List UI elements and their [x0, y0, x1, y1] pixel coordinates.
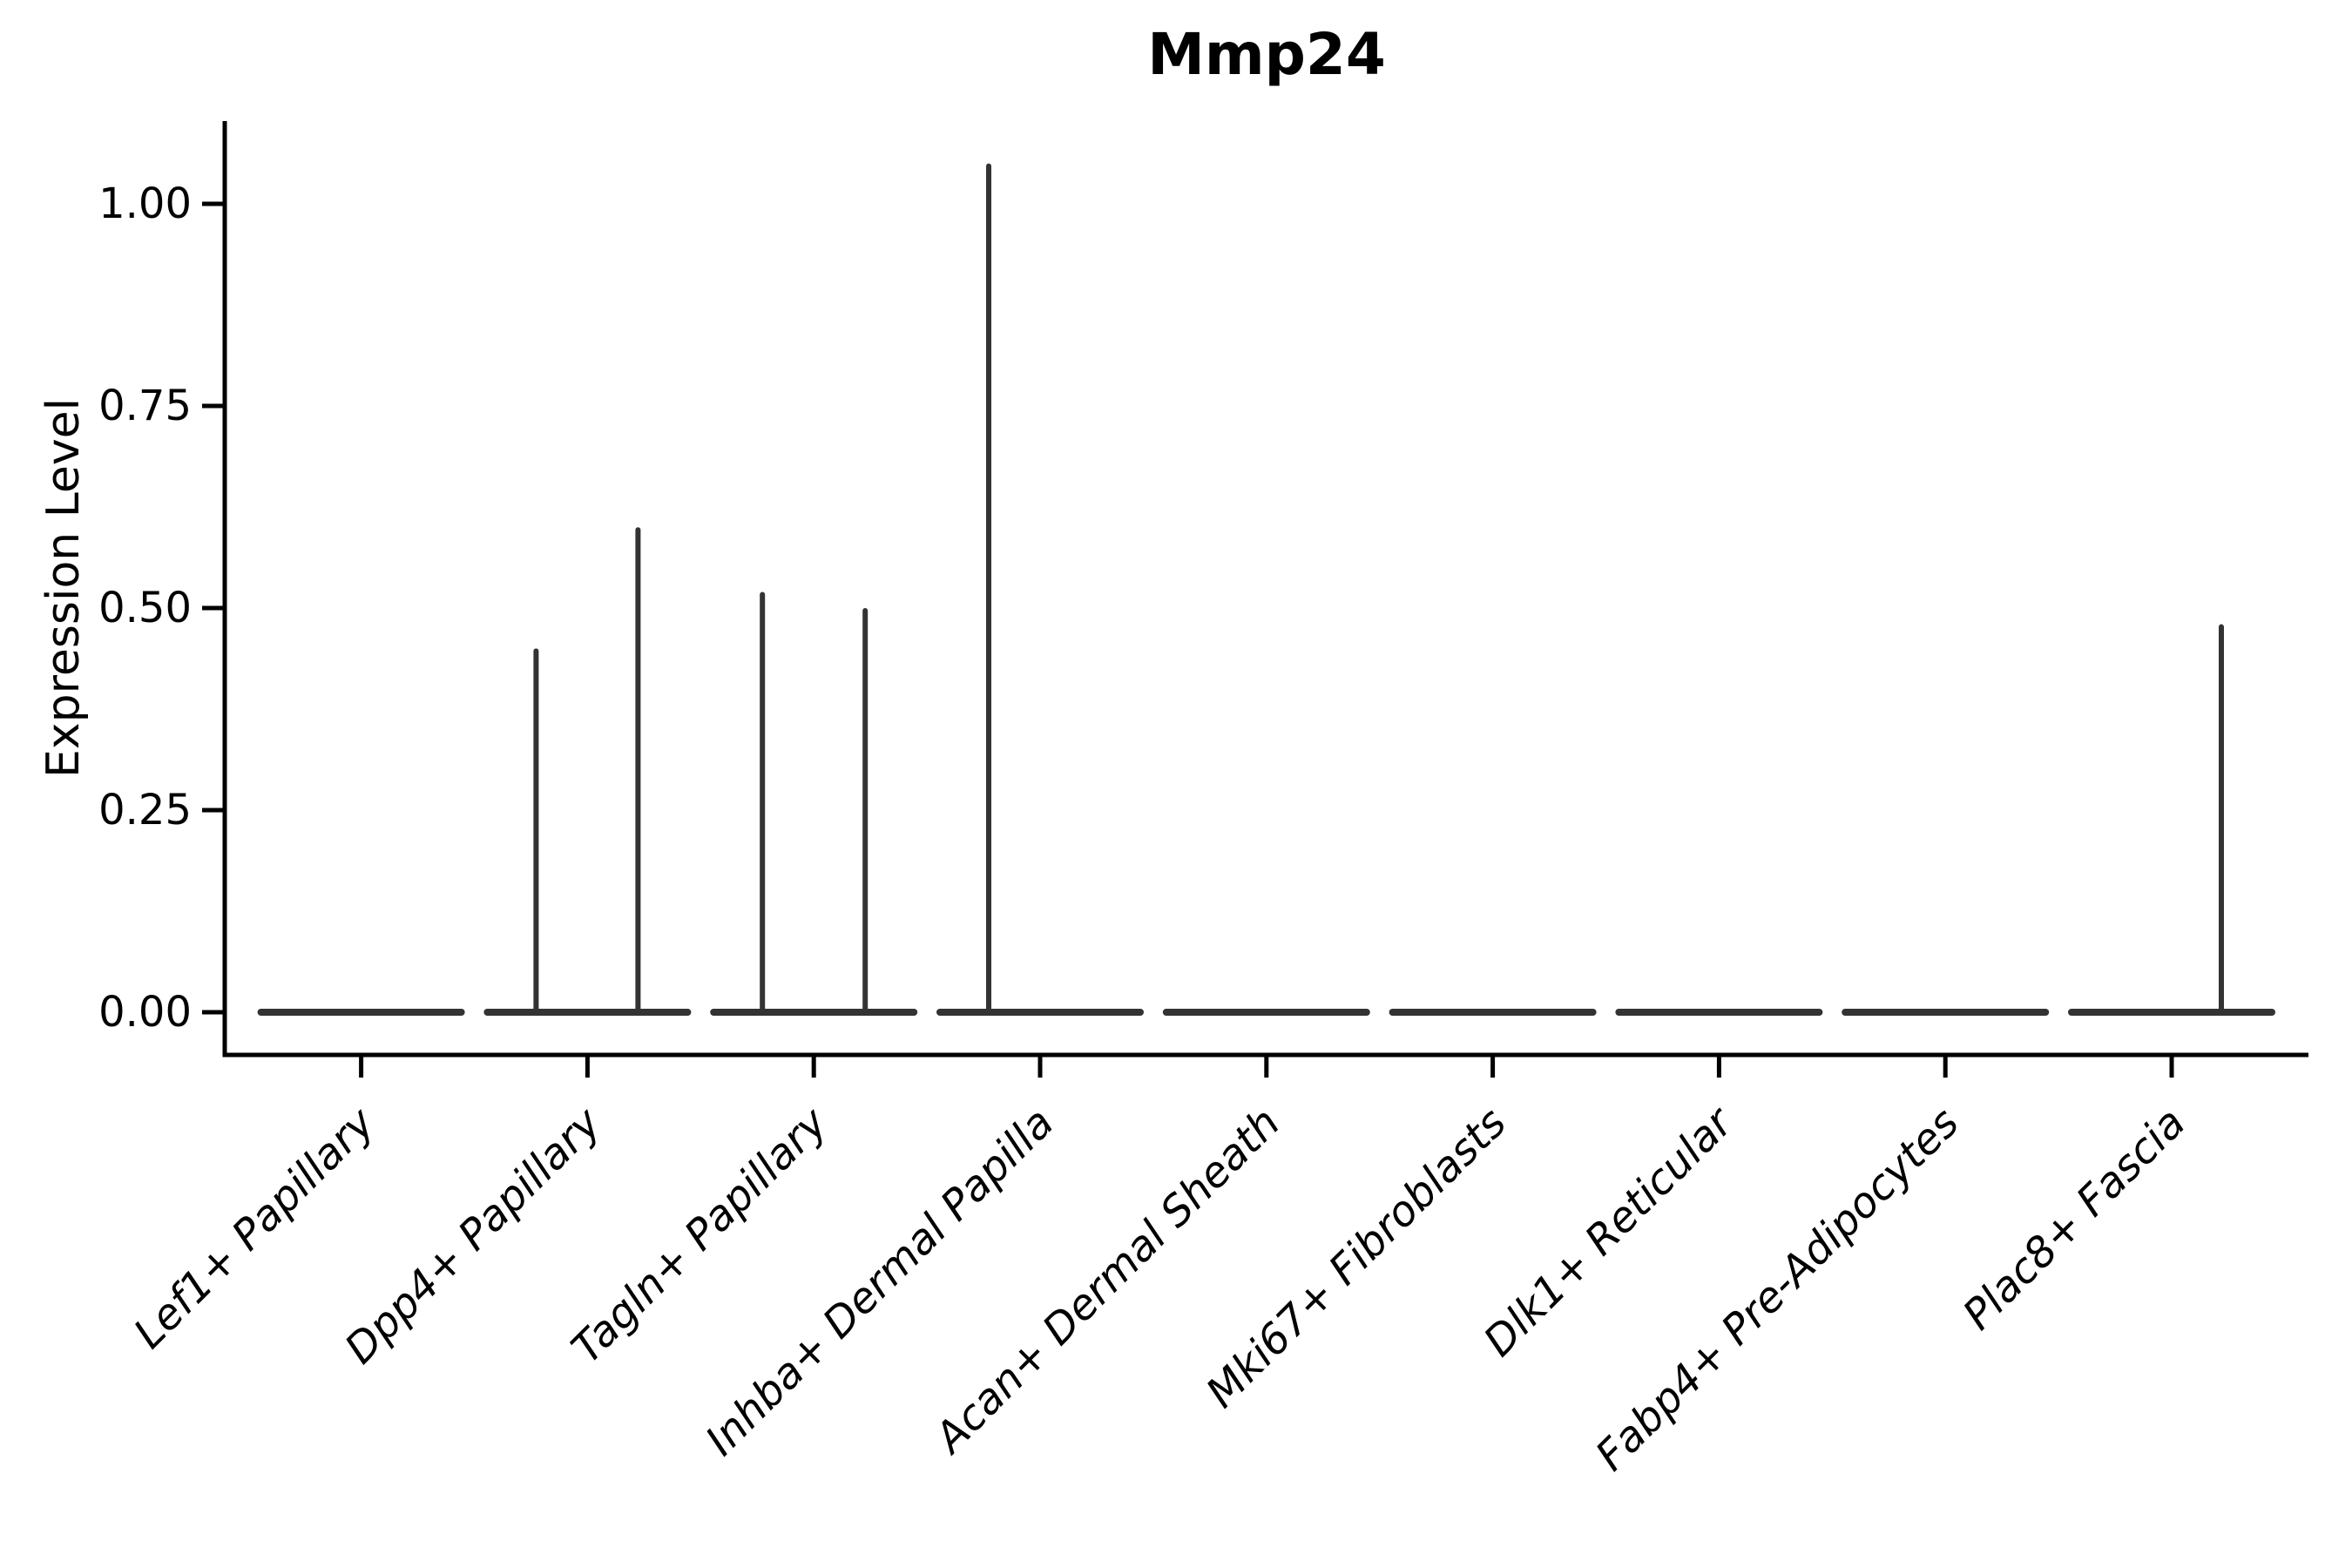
violin-body	[1162, 1009, 1370, 1016]
violin-spike	[2219, 624, 2224, 1015]
y-tick-label: 0.50	[98, 584, 192, 632]
violin-body	[2068, 1009, 2275, 1016]
y-tick-label: 0.00	[98, 988, 192, 1037]
violin-spike	[635, 527, 641, 1015]
violin-spike	[986, 163, 991, 1016]
x-tick-label: Fabp4+ Pre-Adipocytes	[1586, 1098, 1969, 1481]
violin-spike	[760, 591, 766, 1015]
violin-body	[710, 1009, 918, 1016]
violin-spike	[862, 608, 868, 1015]
violin-spike	[533, 648, 539, 1015]
y-tick-label: 0.75	[98, 382, 192, 430]
violin-body	[1389, 1009, 1597, 1016]
violin-body	[936, 1009, 1144, 1016]
violin-body	[257, 1009, 465, 1016]
x-tick-label: Dlk1+ Reticular	[1475, 1097, 1745, 1367]
x-tick-label: Plac8+ Fascia	[1954, 1098, 2195, 1340]
violin-body	[1615, 1009, 1823, 1016]
violin-body	[483, 1009, 692, 1016]
chart-title: Mmp24	[1147, 21, 1386, 88]
violin-body	[1842, 1009, 2050, 1016]
x-tick-label: Lef1+ Papillary	[125, 1098, 385, 1358]
y-tick-label: 0.25	[98, 786, 192, 835]
y-tick-label: 1.00	[98, 179, 192, 228]
